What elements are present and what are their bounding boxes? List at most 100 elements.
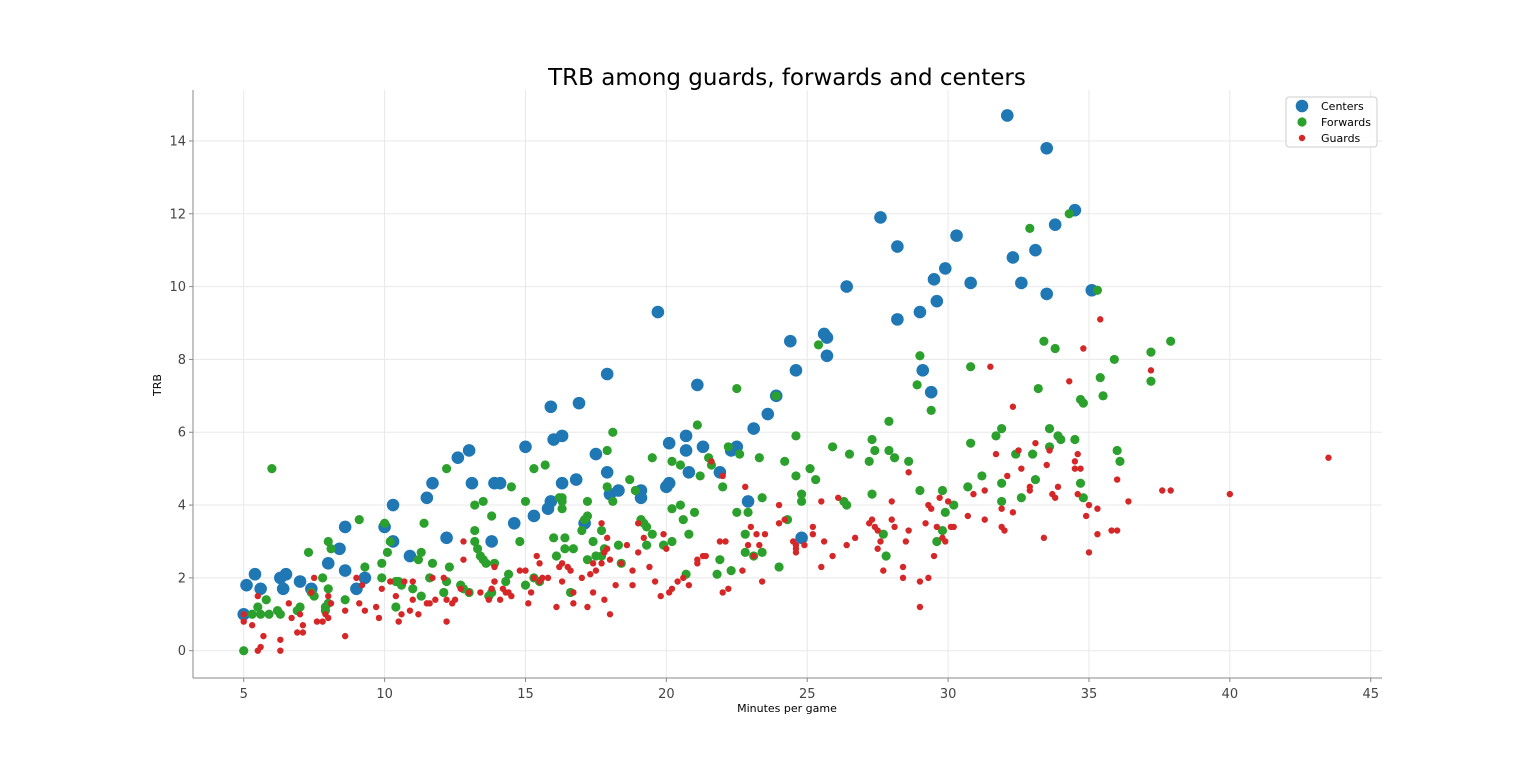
guards-point (1325, 454, 1332, 461)
forwards-point (608, 427, 618, 437)
centers-point (358, 571, 372, 585)
forwards-point (889, 453, 900, 463)
y-tick-label: 10 (169, 280, 186, 295)
guards-point (944, 498, 952, 505)
guards-point (1082, 512, 1090, 520)
y-tick-label: 4 (178, 499, 186, 514)
y-axis-label: TRB (151, 374, 164, 397)
forwards-point (878, 529, 888, 539)
guards-point (603, 534, 611, 542)
centers-point (440, 531, 453, 545)
guards-point (319, 618, 326, 625)
forwards-point (796, 496, 807, 507)
forwards-point (503, 569, 514, 579)
guards-point (310, 574, 318, 582)
centers-point (426, 476, 439, 490)
guards-point (725, 585, 732, 592)
guards-point (606, 556, 614, 563)
centers-point (600, 465, 614, 479)
guards-point (522, 567, 529, 574)
guards-point (702, 552, 709, 560)
guards-point (1226, 490, 1234, 498)
centers-point (927, 273, 941, 286)
guards-point (739, 567, 746, 574)
centers-point (555, 476, 569, 490)
forwards-point (689, 507, 700, 517)
guards-point (1009, 403, 1017, 410)
guards-point (426, 600, 433, 607)
centers-point (333, 542, 346, 556)
guards-point (578, 574, 586, 582)
guards-point (719, 472, 726, 480)
guards-point (536, 560, 543, 567)
guards-point (1074, 490, 1081, 498)
y-tick-label: 14 (169, 134, 186, 149)
guards-point (567, 567, 574, 574)
forwards-point (667, 504, 677, 514)
centers-point (386, 498, 400, 512)
guards-point (443, 596, 450, 603)
guards-point (936, 494, 943, 501)
guards-point (792, 549, 800, 556)
guards-point (409, 578, 416, 585)
centers-point (784, 334, 797, 348)
guards-point (1113, 476, 1121, 483)
centers-point (651, 305, 665, 319)
guards-point (460, 538, 467, 545)
forwards-point (261, 595, 271, 605)
guards-point (1032, 439, 1039, 447)
guards-point (1113, 527, 1121, 534)
guards-point (296, 611, 304, 618)
guards-point (775, 501, 783, 509)
x-tick-label: 25 (799, 687, 816, 702)
forwards-point (608, 496, 618, 507)
guards-point (964, 512, 972, 520)
x-tick-label: 40 (1222, 687, 1239, 702)
forwards-point (740, 547, 750, 557)
centers-point (612, 484, 625, 497)
forwards-point (813, 340, 824, 350)
forwards-point (391, 602, 401, 612)
centers-point (544, 400, 558, 414)
guards-point (491, 563, 498, 571)
forwards-point (613, 540, 624, 550)
guards-point (874, 527, 881, 534)
centers-point (964, 276, 977, 290)
guards-point (1077, 465, 1084, 472)
forwards-point (253, 602, 263, 612)
forwards-point (1078, 398, 1088, 408)
guards-point (570, 600, 577, 607)
forwards-point (757, 547, 767, 557)
guards-point (818, 563, 825, 571)
guards-point (598, 560, 605, 567)
guards-point (668, 585, 676, 592)
forwards-point (811, 474, 821, 485)
guards-point (998, 505, 1005, 512)
guards-point (663, 545, 670, 552)
forwards-point (630, 485, 640, 496)
guards-point (603, 545, 611, 552)
guards-point (1071, 465, 1079, 472)
forwards-point (470, 500, 480, 510)
guards-point (440, 574, 447, 582)
forwards-point (884, 416, 894, 426)
centers-point (761, 407, 775, 421)
forwards-point (549, 533, 559, 543)
guards-point (629, 567, 636, 574)
guards-point (260, 632, 267, 640)
guards-point (618, 560, 625, 567)
forwards-point (419, 518, 429, 528)
forwards-point (1033, 383, 1043, 394)
grid (193, 90, 1382, 678)
forwards-point (791, 471, 801, 481)
guards-point (544, 574, 552, 582)
centers-point (1029, 243, 1042, 257)
legend-label-centers: Centers (1321, 100, 1364, 113)
guards-point (387, 578, 394, 585)
centers-point (1048, 218, 1062, 232)
guards-point (533, 552, 540, 560)
forwards-point (239, 646, 249, 656)
guards-point (775, 520, 783, 527)
guards-point (443, 618, 450, 625)
guards-point (747, 523, 755, 531)
